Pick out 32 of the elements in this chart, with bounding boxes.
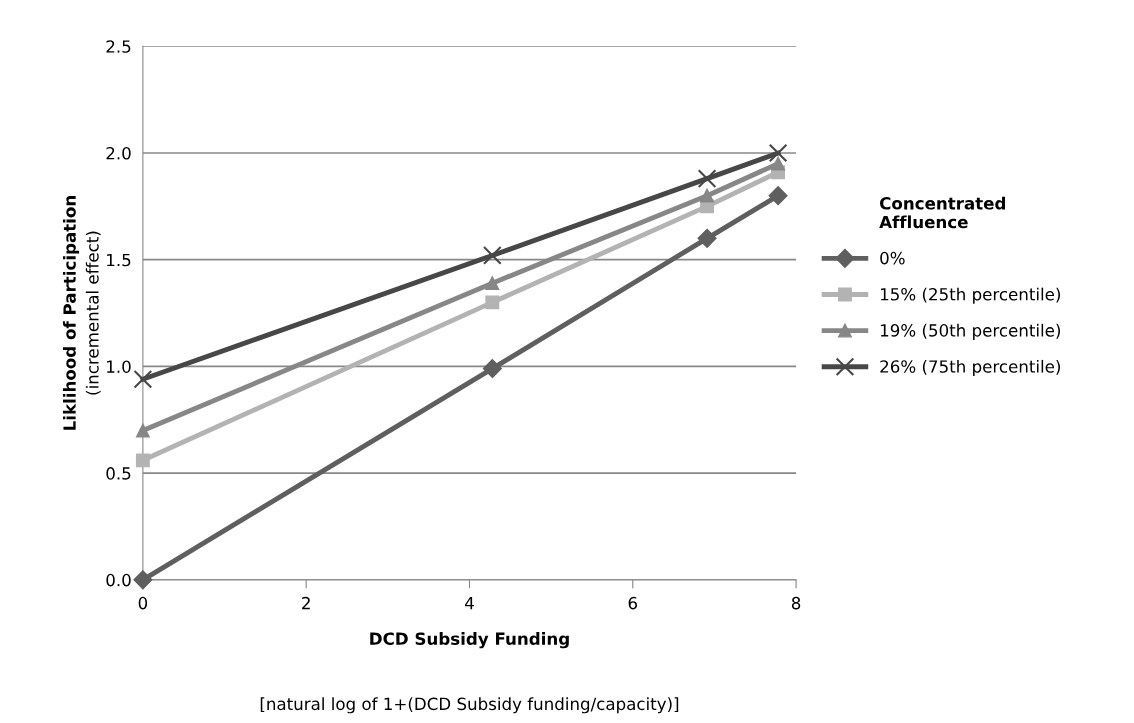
y-tick-label: 1.0 bbox=[107, 360, 131, 373]
point bbox=[697, 169, 717, 188]
x-tick-label: 4 bbox=[464, 597, 474, 610]
y-tick-label: 2.0 bbox=[106, 146, 131, 160]
legend-label: 26% (75th percentile) bbox=[880, 359, 1060, 377]
point bbox=[697, 228, 717, 248]
legend-label: 15% (25th percentile) bbox=[880, 287, 1060, 304]
legend-title: Concentrated Affluence bbox=[879, 196, 1005, 229]
x-tick-label: 6 bbox=[628, 596, 638, 610]
point bbox=[482, 359, 502, 379]
legend-label: 19% (50th percentile) bbox=[880, 323, 1060, 340]
x-tick-label: 0 bbox=[138, 596, 148, 610]
point bbox=[133, 369, 153, 389]
point bbox=[700, 188, 715, 203]
point bbox=[135, 453, 150, 468]
point bbox=[482, 246, 502, 265]
point bbox=[771, 156, 786, 171]
text: DCD Subsidy Funding [natural log of 1+(DCD Subsidy funding/capacity)] bbox=[260, 632, 679, 714]
x-tick-label: 2 bbox=[302, 596, 310, 610]
point bbox=[135, 423, 150, 438]
point bbox=[768, 186, 788, 206]
point bbox=[485, 276, 500, 291]
y-tick-label: 1.5 bbox=[107, 253, 131, 267]
y-tick-label: 2.5 bbox=[106, 40, 131, 53]
point bbox=[133, 570, 153, 590]
y-tick-label: 0.0 bbox=[106, 573, 131, 587]
x-tick-label: 8 bbox=[791, 596, 801, 610]
legend-label: 0% bbox=[880, 251, 905, 265]
y-tick-label: 0.5 bbox=[106, 467, 131, 480]
point bbox=[768, 143, 788, 163]
point bbox=[485, 295, 500, 310]
y-axis-title: Liklihood of Participation (incremental effect) bbox=[62, 196, 101, 430]
